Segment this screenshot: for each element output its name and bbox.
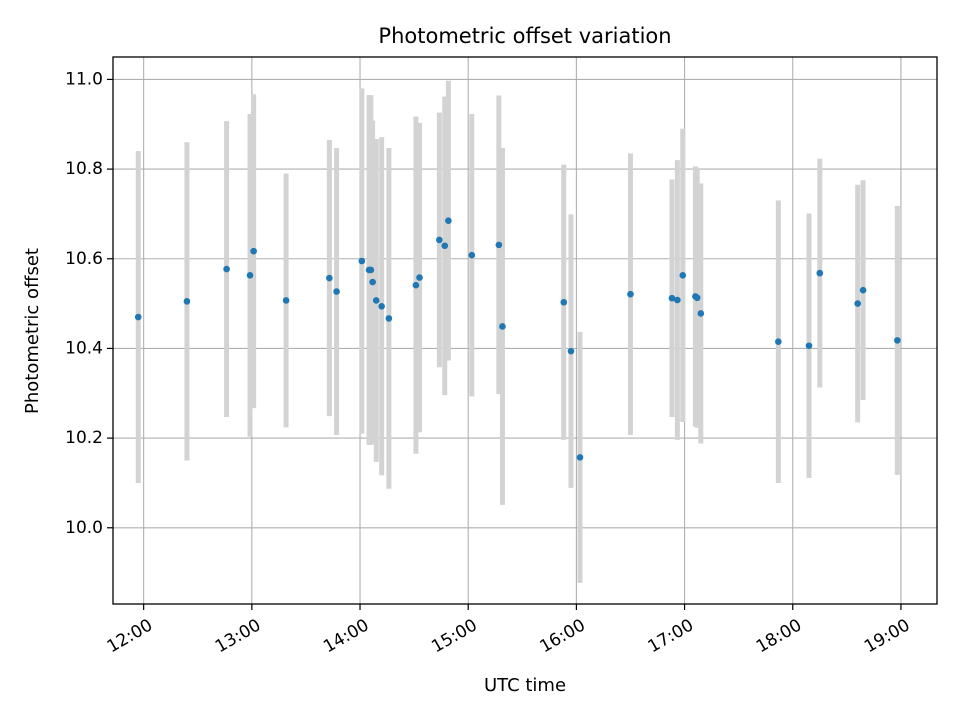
data-point xyxy=(859,286,867,294)
data-point xyxy=(693,294,701,302)
data-point xyxy=(499,323,506,330)
plot-frame xyxy=(112,56,938,605)
data-point xyxy=(385,315,393,322)
data-point xyxy=(775,338,782,346)
chart-title: Photometric offset variation xyxy=(378,24,671,48)
data-point xyxy=(326,274,333,282)
data-point xyxy=(576,454,584,461)
y-tick-label: 10.8 xyxy=(65,159,103,179)
data-point xyxy=(816,269,824,277)
data-point xyxy=(412,281,420,289)
y-axis: 10.0 10.2 10.4 10.6 10.8 11.0 xyxy=(65,69,113,538)
data-point xyxy=(134,313,142,321)
data-point xyxy=(674,296,681,304)
data-point xyxy=(372,297,380,304)
data-point xyxy=(183,298,191,305)
data-point xyxy=(436,236,443,244)
data-point xyxy=(445,217,452,224)
y-axis-title: Photometric offset xyxy=(22,248,43,414)
data-point xyxy=(250,247,257,255)
data-point xyxy=(854,300,861,307)
data-point xyxy=(282,297,290,304)
y-tick-label: 10.2 xyxy=(65,428,103,448)
y-tick-label: 10.4 xyxy=(65,338,103,358)
data-point xyxy=(560,298,568,306)
data-point xyxy=(567,347,575,355)
data-point xyxy=(223,265,230,273)
data-point xyxy=(333,288,340,295)
y-tick-label: 11.0 xyxy=(65,69,103,89)
data-point xyxy=(679,272,687,279)
data-point xyxy=(468,251,476,259)
data-point xyxy=(627,290,634,298)
data-point xyxy=(367,266,375,274)
data-point xyxy=(416,274,423,281)
y-tick-label: 10.0 xyxy=(65,518,103,538)
y-tick-label: 10.6 xyxy=(65,249,103,269)
x-axis-title: UTC time xyxy=(484,675,566,696)
data-point xyxy=(369,278,376,286)
point-layer xyxy=(134,217,901,461)
data-point xyxy=(668,294,676,302)
data-point xyxy=(441,242,449,250)
data-point xyxy=(358,257,366,265)
data-point xyxy=(495,241,503,249)
data-point xyxy=(805,342,813,350)
data-point xyxy=(697,310,705,317)
data-point xyxy=(894,337,901,344)
data-point xyxy=(246,272,254,279)
data-point xyxy=(378,302,385,310)
